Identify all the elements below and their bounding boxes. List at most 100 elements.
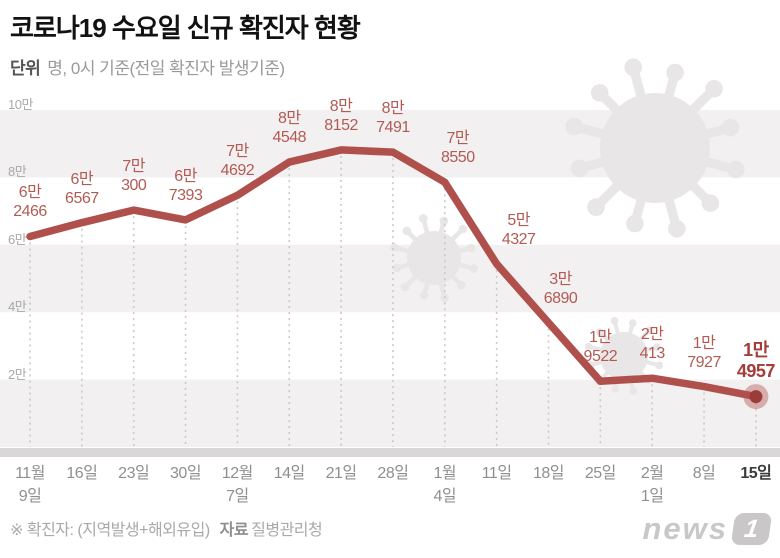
x-tick-label: 15일 (740, 462, 772, 485)
x-tick-label-line: 11월 (15, 465, 45, 482)
data-label-line: 3만 (549, 270, 572, 288)
x-tick-label: 25일 (584, 462, 617, 485)
y-tick-label: 8만 (8, 164, 27, 180)
confirmed-definition-note: ※ 확진자: (지역발생+해외유입) (10, 522, 210, 539)
data-label-line: 7만 (226, 143, 249, 161)
data-label-line: 2466 (13, 203, 47, 221)
grid-band (0, 244, 780, 313)
data-label-line: 7만 (122, 158, 145, 176)
x-tick-label-line: 28일 (377, 465, 409, 482)
data-label-line: 4548 (272, 129, 307, 147)
unit-label: 단위 (10, 59, 41, 78)
y-tick-label: 4만 (8, 299, 27, 315)
data-label-line: 6567 (65, 189, 99, 207)
data-label-line: 8만 (381, 100, 405, 118)
x-tick-label-line: 1월 (433, 465, 457, 482)
data-label: 6만 7393 (169, 167, 203, 205)
data-label-line: 8만 (277, 110, 301, 128)
news1-logo-text: news (642, 511, 728, 546)
x-tick-label-line: 4일 (433, 488, 457, 505)
data-label-line: 5만 (507, 211, 530, 229)
x-tick-label-line: 2월 (640, 465, 664, 482)
data-label-line: 8만 (329, 97, 353, 115)
x-tick-label-line: 14일 (273, 465, 306, 482)
x-tick-label-line: 8일 (692, 465, 716, 482)
x-tick-label: 11일 (482, 462, 512, 485)
x-tick-label: 12월 7일 (221, 462, 254, 508)
grid-band (0, 379, 780, 447)
x-tick-label-line: 30일 (170, 465, 202, 482)
data-label: 6만 6567 (65, 170, 99, 208)
x-tick-label: 30일 (170, 462, 202, 485)
data-label-line: 1만 (743, 339, 769, 360)
page-title: 코로나19 수요일 신규 확진자 현황 (10, 13, 361, 43)
data-label: 1만 4957 (736, 339, 776, 382)
x-tick-label-line: 12월 (221, 465, 254, 482)
data-label: 7만 300 (121, 157, 147, 195)
data-label: 7만 8550 (441, 129, 475, 167)
x-tick-label: 21일 (325, 462, 358, 485)
data-label: 7만 4692 (221, 142, 255, 180)
x-tick-label-line: 18일 (532, 465, 565, 482)
virus-watermark-icon (565, 58, 745, 238)
x-tick-label: 14일 (273, 462, 306, 485)
data-label: 5만 4327 (502, 211, 536, 249)
x-tick-label: 11월 9일 (15, 462, 45, 508)
data-label-line: 2만 (640, 326, 664, 344)
source-label: 자료 (219, 522, 249, 539)
data-label-line: 1만 (589, 329, 612, 347)
data-label-line: 413 (639, 345, 666, 363)
x-tick-label: 28일 (377, 462, 409, 485)
trend-line (26, 146, 760, 401)
x-tick-label-line: 16일 (66, 465, 98, 482)
x-tick-label: 2월 1일 (641, 462, 664, 508)
data-label: 1만 7927 (687, 334, 721, 372)
data-label-line: 4692 (220, 162, 255, 180)
data-label-line: 7491 (376, 119, 410, 137)
y-tick-label: 10만 (8, 97, 33, 112)
news1-logo: news 1 (642, 510, 773, 548)
data-label-line: 7만 (446, 130, 470, 148)
virus-watermark-icon (390, 214, 478, 302)
x-tick-label-line: 7일 (226, 488, 249, 505)
data-label-line: 300 (121, 177, 147, 195)
x-axis-bar (0, 448, 780, 457)
data-label-line: 4957 (736, 360, 776, 381)
data-label-line: 7927 (687, 353, 721, 371)
source-name: 질병관리청 (251, 522, 323, 539)
y-tick-label: 6만 (8, 231, 27, 247)
data-label-line: 8550 (441, 149, 475, 167)
x-tick-label-line: 21일 (325, 465, 358, 482)
news1-logo-badge: 1 (730, 513, 773, 545)
data-label: 8만 7491 (376, 99, 410, 137)
x-tick-label-line: 23일 (118, 465, 150, 482)
data-label-line: 9522 (583, 348, 618, 366)
data-label: 3만 6890 (544, 270, 578, 308)
unit-note: 단위 명, 0시 기준(전일 확진자 발생기준) (10, 54, 285, 79)
x-tick-label: 18일 (532, 462, 565, 485)
x-tick-label-line: 15일 (740, 465, 772, 482)
data-label-line: 4327 (501, 230, 536, 248)
x-tick-label-line: 1일 (640, 488, 664, 505)
y-tick-label: 2만 (8, 366, 27, 382)
data-label-line: 6만 (70, 170, 94, 188)
data-label: 8만 8152 (324, 97, 358, 135)
data-label-line: 8152 (324, 116, 358, 134)
footnote: ※ 확진자: (지역발생+해외유입) 자료 질병관리청 (10, 516, 323, 540)
data-label-line: 1만 (692, 334, 716, 352)
data-label-line: 6만 (18, 184, 42, 202)
x-tick-label: 16일 (66, 462, 98, 485)
unit-text: 명, 0시 기준(전일 확진자 발생기준) (47, 59, 285, 78)
x-tick-label-line: 11일 (481, 465, 512, 482)
data-label: 8만 4548 (272, 109, 306, 147)
last-point-marker (749, 390, 763, 404)
x-tick-label-line: 25일 (584, 465, 617, 482)
data-label-line: 7393 (168, 186, 203, 204)
x-tick-label: 1월 4일 (433, 462, 456, 508)
x-tick-label: 8일 (693, 462, 716, 485)
data-label: 2만 413 (639, 325, 666, 363)
data-label: 1만 9522 (584, 328, 618, 366)
x-tick-label-line: 9일 (18, 488, 42, 505)
